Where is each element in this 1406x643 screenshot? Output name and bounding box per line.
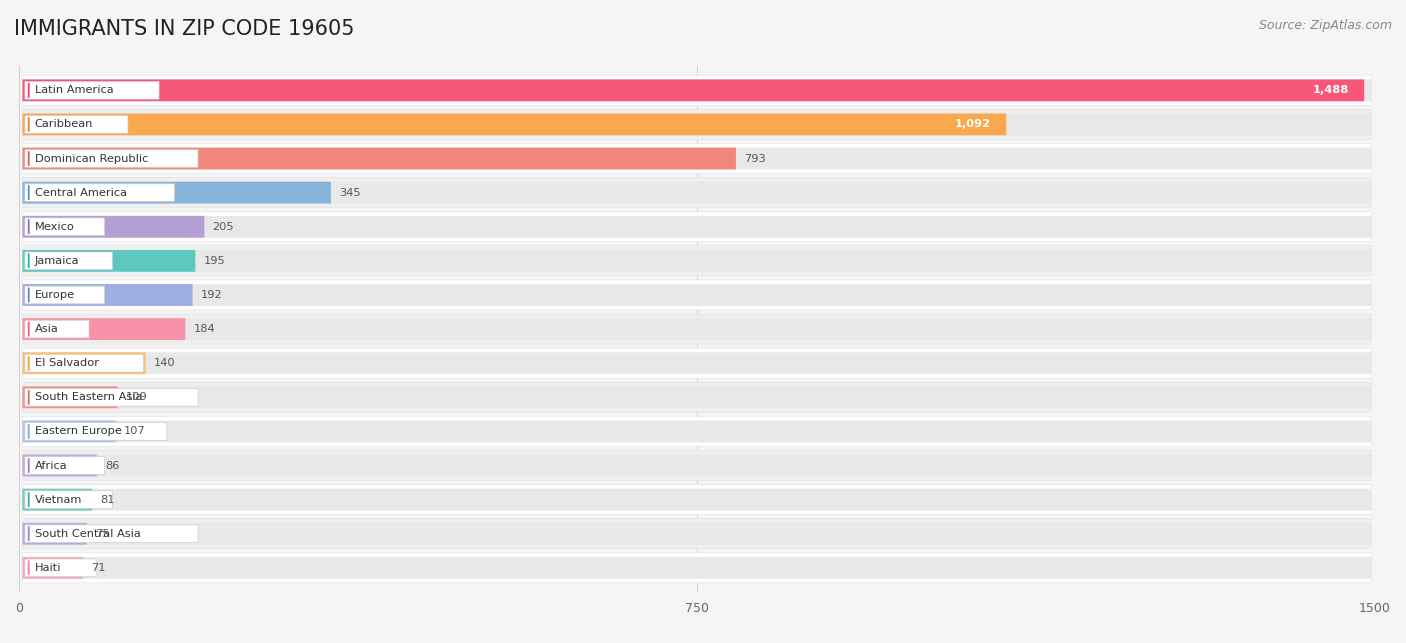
Text: Latin America: Latin America bbox=[35, 86, 114, 95]
Text: Asia: Asia bbox=[35, 324, 59, 334]
FancyBboxPatch shape bbox=[22, 284, 1371, 306]
FancyBboxPatch shape bbox=[22, 348, 1371, 378]
FancyBboxPatch shape bbox=[22, 280, 1371, 310]
FancyBboxPatch shape bbox=[22, 451, 1371, 480]
Text: 75: 75 bbox=[96, 529, 110, 539]
Text: Haiti: Haiti bbox=[35, 563, 62, 573]
FancyBboxPatch shape bbox=[22, 250, 1371, 272]
FancyBboxPatch shape bbox=[22, 489, 93, 511]
FancyBboxPatch shape bbox=[25, 252, 112, 269]
FancyBboxPatch shape bbox=[22, 383, 1371, 412]
Text: 184: 184 bbox=[194, 324, 215, 334]
Text: 793: 793 bbox=[744, 154, 766, 163]
FancyBboxPatch shape bbox=[25, 116, 128, 133]
Text: Dominican Republic: Dominican Republic bbox=[35, 154, 148, 163]
FancyBboxPatch shape bbox=[22, 148, 735, 170]
FancyBboxPatch shape bbox=[22, 182, 1371, 204]
FancyBboxPatch shape bbox=[22, 212, 1371, 242]
FancyBboxPatch shape bbox=[22, 523, 1371, 545]
FancyBboxPatch shape bbox=[22, 523, 87, 545]
FancyBboxPatch shape bbox=[22, 109, 1371, 140]
FancyBboxPatch shape bbox=[22, 417, 1371, 446]
Text: 81: 81 bbox=[100, 494, 115, 505]
FancyBboxPatch shape bbox=[22, 114, 1007, 135]
FancyBboxPatch shape bbox=[22, 114, 1371, 135]
FancyBboxPatch shape bbox=[25, 150, 198, 167]
Text: Africa: Africa bbox=[35, 460, 67, 471]
Text: 192: 192 bbox=[201, 290, 222, 300]
FancyBboxPatch shape bbox=[22, 216, 1371, 238]
FancyBboxPatch shape bbox=[25, 457, 104, 475]
Text: Europe: Europe bbox=[35, 290, 75, 300]
FancyBboxPatch shape bbox=[25, 320, 89, 338]
Text: Vietnam: Vietnam bbox=[35, 494, 82, 505]
Text: IMMIGRANTS IN ZIP CODE 19605: IMMIGRANTS IN ZIP CODE 19605 bbox=[14, 19, 354, 39]
FancyBboxPatch shape bbox=[25, 354, 143, 372]
FancyBboxPatch shape bbox=[22, 557, 1371, 579]
FancyBboxPatch shape bbox=[22, 455, 97, 476]
FancyBboxPatch shape bbox=[22, 314, 1371, 344]
FancyBboxPatch shape bbox=[22, 246, 1371, 276]
FancyBboxPatch shape bbox=[22, 421, 1371, 442]
Text: Source: ZipAtlas.com: Source: ZipAtlas.com bbox=[1258, 19, 1392, 32]
FancyBboxPatch shape bbox=[22, 352, 146, 374]
Text: South Eastern Asia: South Eastern Asia bbox=[35, 392, 142, 403]
FancyBboxPatch shape bbox=[22, 455, 1371, 476]
FancyBboxPatch shape bbox=[25, 491, 112, 509]
Text: 107: 107 bbox=[124, 426, 146, 437]
Text: 1,092: 1,092 bbox=[955, 120, 991, 129]
FancyBboxPatch shape bbox=[22, 489, 1371, 511]
FancyBboxPatch shape bbox=[25, 525, 198, 543]
FancyBboxPatch shape bbox=[22, 75, 1371, 105]
Text: Mexico: Mexico bbox=[35, 222, 75, 231]
Text: South Central Asia: South Central Asia bbox=[35, 529, 141, 539]
FancyBboxPatch shape bbox=[22, 318, 1371, 340]
FancyBboxPatch shape bbox=[22, 421, 115, 442]
Text: 205: 205 bbox=[212, 222, 235, 231]
FancyBboxPatch shape bbox=[22, 485, 1371, 514]
Text: Central America: Central America bbox=[35, 188, 127, 197]
Text: 195: 195 bbox=[204, 256, 225, 266]
Text: El Salvador: El Salvador bbox=[35, 358, 98, 368]
FancyBboxPatch shape bbox=[22, 216, 204, 238]
FancyBboxPatch shape bbox=[22, 148, 1371, 170]
FancyBboxPatch shape bbox=[25, 82, 159, 99]
Text: 140: 140 bbox=[153, 358, 176, 368]
FancyBboxPatch shape bbox=[25, 184, 174, 201]
Text: 86: 86 bbox=[105, 460, 120, 471]
FancyBboxPatch shape bbox=[22, 177, 1371, 208]
FancyBboxPatch shape bbox=[22, 519, 1371, 548]
Text: Caribbean: Caribbean bbox=[35, 120, 93, 129]
Text: 1,488: 1,488 bbox=[1313, 86, 1348, 95]
FancyBboxPatch shape bbox=[25, 286, 104, 304]
FancyBboxPatch shape bbox=[1305, 82, 1357, 99]
FancyBboxPatch shape bbox=[25, 218, 104, 235]
FancyBboxPatch shape bbox=[22, 386, 1371, 408]
Text: Jamaica: Jamaica bbox=[35, 256, 79, 266]
FancyBboxPatch shape bbox=[22, 352, 1371, 374]
FancyBboxPatch shape bbox=[22, 79, 1371, 101]
FancyBboxPatch shape bbox=[25, 422, 167, 440]
FancyBboxPatch shape bbox=[22, 557, 83, 579]
Text: 71: 71 bbox=[91, 563, 105, 573]
FancyBboxPatch shape bbox=[22, 182, 330, 204]
Text: 109: 109 bbox=[125, 392, 148, 403]
FancyBboxPatch shape bbox=[25, 388, 198, 406]
Text: 345: 345 bbox=[339, 188, 361, 197]
FancyBboxPatch shape bbox=[22, 143, 1371, 174]
Text: Eastern Europe: Eastern Europe bbox=[35, 426, 121, 437]
FancyBboxPatch shape bbox=[946, 116, 1000, 133]
FancyBboxPatch shape bbox=[25, 559, 97, 577]
FancyBboxPatch shape bbox=[22, 553, 1371, 583]
FancyBboxPatch shape bbox=[22, 386, 118, 408]
FancyBboxPatch shape bbox=[22, 250, 195, 272]
FancyBboxPatch shape bbox=[22, 318, 186, 340]
FancyBboxPatch shape bbox=[22, 284, 193, 306]
FancyBboxPatch shape bbox=[22, 79, 1364, 101]
